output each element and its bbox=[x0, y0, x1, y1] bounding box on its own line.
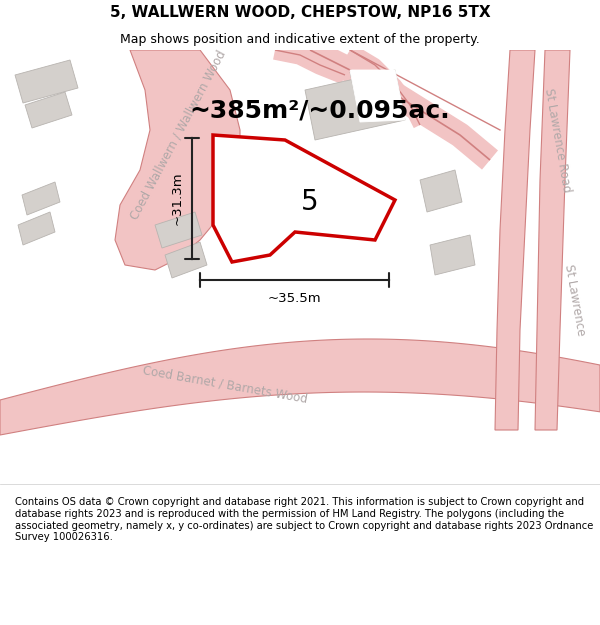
Text: Map shows position and indicative extent of the property.: Map shows position and indicative extent… bbox=[120, 32, 480, 46]
Text: St Lawrence: St Lawrence bbox=[562, 263, 587, 337]
Polygon shape bbox=[25, 92, 72, 128]
Polygon shape bbox=[420, 170, 462, 212]
Text: St Lawrence Road: St Lawrence Road bbox=[542, 87, 574, 193]
Text: Coed Barnet / Barnets Wood: Coed Barnet / Barnets Wood bbox=[142, 364, 308, 406]
Polygon shape bbox=[430, 235, 475, 275]
Text: 5, WALLWERN WOOD, CHEPSTOW, NP16 5TX: 5, WALLWERN WOOD, CHEPSTOW, NP16 5TX bbox=[110, 5, 490, 20]
Polygon shape bbox=[0, 339, 600, 435]
Text: Coed Wallwern / Wallwern Wood: Coed Wallwern / Wallwern Wood bbox=[128, 48, 228, 222]
Polygon shape bbox=[535, 50, 570, 430]
Text: ~385m²/~0.095ac.: ~385m²/~0.095ac. bbox=[190, 98, 451, 122]
Polygon shape bbox=[305, 70, 405, 140]
Text: ~31.3m: ~31.3m bbox=[171, 172, 184, 225]
Polygon shape bbox=[115, 50, 240, 270]
Polygon shape bbox=[213, 135, 395, 262]
Polygon shape bbox=[15, 60, 78, 103]
Polygon shape bbox=[350, 70, 405, 122]
Text: Contains OS data © Crown copyright and database right 2021. This information is : Contains OS data © Crown copyright and d… bbox=[15, 498, 593, 542]
Polygon shape bbox=[22, 182, 60, 215]
Text: 5: 5 bbox=[301, 188, 319, 216]
Polygon shape bbox=[18, 212, 55, 245]
Polygon shape bbox=[165, 242, 207, 278]
Polygon shape bbox=[350, 72, 402, 120]
Text: ~35.5m: ~35.5m bbox=[268, 292, 322, 305]
Polygon shape bbox=[155, 212, 202, 248]
Polygon shape bbox=[495, 50, 535, 430]
